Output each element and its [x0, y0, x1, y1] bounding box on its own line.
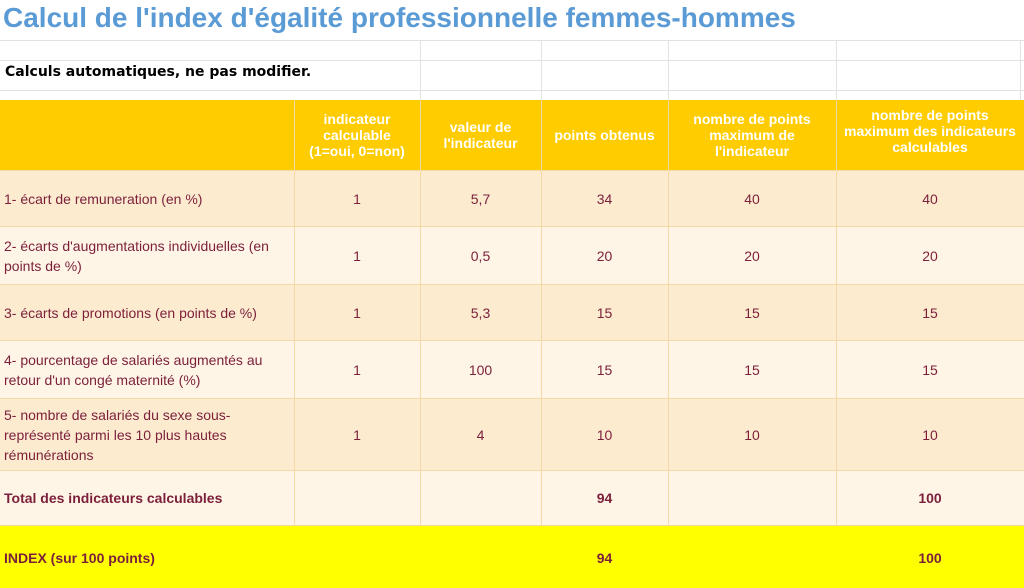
index-row: INDEX (sur 100 points) 94 100: [0, 525, 1024, 588]
empty-cell[interactable]: [668, 525, 837, 588]
title-row: Calcul de l'index d'égalité professionne…: [0, 0, 1024, 41]
valeur-cell[interactable]: 4: [420, 398, 542, 471]
gridline: [541, 40, 542, 100]
calculable-cell[interactable]: 1: [294, 170, 421, 227]
row-label-cell[interactable]: 2- écarts d'augmentations individuelles …: [0, 226, 295, 285]
calculable-cell[interactable]: 1: [294, 284, 421, 341]
empty-cell[interactable]: [420, 470, 542, 526]
calculable-cell[interactable]: 1: [294, 398, 421, 471]
total-label-cell[interactable]: Total des indicateurs calculables: [0, 470, 295, 526]
max-calculables-cell[interactable]: 15: [836, 284, 1024, 341]
points-cell[interactable]: 20: [541, 226, 669, 285]
table-row: 1- écart de remuneration (en %) 1 5,7 34…: [0, 170, 1024, 227]
valeur-cell[interactable]: 5,7: [420, 170, 542, 227]
max-calculables-cell[interactable]: 15: [836, 340, 1024, 399]
index-points-cell[interactable]: 94: [541, 525, 669, 588]
empty-cell[interactable]: [668, 470, 837, 526]
valeur-cell[interactable]: 100: [420, 340, 542, 399]
table-row: 5- nombre de salariés du sexe sous-repré…: [0, 398, 1024, 471]
table-row: 2- écarts d'augmentations individuelles …: [0, 226, 1024, 285]
valeur-cell[interactable]: 5,3: [420, 284, 542, 341]
points-cell[interactable]: 15: [541, 284, 669, 341]
max-calculables-cell[interactable]: 20: [836, 226, 1024, 285]
calculable-cell[interactable]: 1: [294, 226, 421, 285]
header-cell-valeur[interactable]: valeur de l'indicateur: [420, 100, 542, 171]
header-cell-max-indicateur[interactable]: nombre de points maximum de l'indicateur: [668, 100, 837, 171]
gridline: [0, 60, 1024, 61]
empty-cell[interactable]: [420, 525, 542, 588]
row-label-cell[interactable]: 5- nombre de salariés du sexe sous-repré…: [0, 398, 295, 471]
total-points-cell[interactable]: 94: [541, 470, 669, 526]
table-header-row: indicateur calculable (1=oui, 0=non) val…: [0, 100, 1024, 171]
gridline: [668, 40, 669, 100]
row-label-cell[interactable]: 3- écarts de promotions (en points de %): [0, 284, 295, 341]
empty-cell[interactable]: [294, 525, 421, 588]
max-indicateur-cell[interactable]: 20: [668, 226, 837, 285]
gridline: [1020, 40, 1021, 100]
max-indicateur-cell[interactable]: 10: [668, 398, 837, 471]
max-indicateur-cell[interactable]: 15: [668, 340, 837, 399]
points-cell[interactable]: 15: [541, 340, 669, 399]
header-cell-points[interactable]: points obtenus: [541, 100, 669, 171]
total-row: Total des indicateurs calculables 94 100: [0, 470, 1024, 526]
row-label-cell[interactable]: 1- écart de remuneration (en %): [0, 170, 295, 227]
header-cell-empty[interactable]: [0, 100, 295, 171]
max-calculables-cell[interactable]: 40: [836, 170, 1024, 227]
max-indicateur-cell[interactable]: 40: [668, 170, 837, 227]
sheet-subtitle[interactable]: Calculs automatiques, ne pas modifier.: [5, 64, 312, 80]
valeur-cell[interactable]: 0,5: [420, 226, 542, 285]
table-row: 4- pourcentage de salariés augmentés au …: [0, 340, 1024, 399]
gridline: [420, 40, 421, 100]
table-row: 3- écarts de promotions (en points de %)…: [0, 284, 1024, 341]
total-max-cell[interactable]: 100: [836, 470, 1024, 526]
gridline: [0, 90, 1024, 91]
row-label-cell[interactable]: 4- pourcentage de salariés augmentés au …: [0, 340, 295, 399]
index-table: indicateur calculable (1=oui, 0=non) val…: [0, 100, 1024, 588]
empty-cell[interactable]: [294, 470, 421, 526]
sheet-title[interactable]: Calcul de l'index d'égalité professionne…: [3, 2, 796, 33]
max-indicateur-cell[interactable]: 15: [668, 284, 837, 341]
points-cell[interactable]: 34: [541, 170, 669, 227]
max-calculables-cell[interactable]: 10: [836, 398, 1024, 471]
points-cell[interactable]: 10: [541, 398, 669, 471]
index-max-cell[interactable]: 100: [836, 525, 1024, 588]
index-label-cell[interactable]: INDEX (sur 100 points): [0, 525, 295, 588]
gridline: [836, 40, 837, 100]
header-cell-calculable[interactable]: indicateur calculable (1=oui, 0=non): [294, 100, 421, 171]
calculable-cell[interactable]: 1: [294, 340, 421, 399]
header-cell-max-calculables[interactable]: nombre de points maximum des indicateurs…: [836, 100, 1024, 171]
